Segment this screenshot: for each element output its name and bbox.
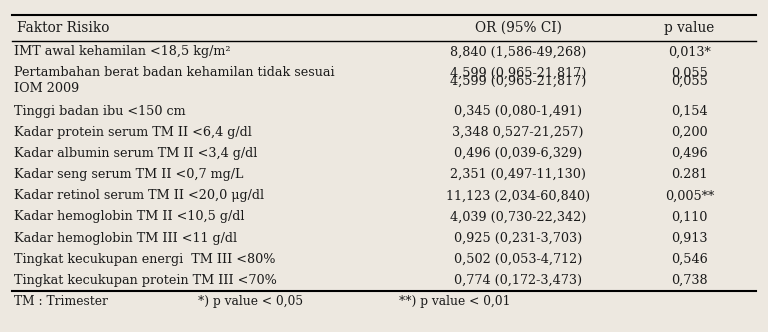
Text: IMT awal kehamilan <18,5 kg/m²: IMT awal kehamilan <18,5 kg/m²	[15, 45, 231, 58]
Text: 3,348 0,527-21,257): 3,348 0,527-21,257)	[452, 126, 584, 139]
Text: 0,913: 0,913	[671, 232, 707, 245]
Text: 0,546: 0,546	[671, 253, 708, 266]
Text: p value: p value	[664, 21, 714, 35]
Text: Tinggi badan ibu <150 cm: Tinggi badan ibu <150 cm	[15, 105, 186, 118]
Text: *) p value < 0,05: *) p value < 0,05	[197, 295, 303, 308]
Text: **) p value < 0,01: **) p value < 0,01	[399, 295, 510, 308]
Text: 0,774 (0,172-3,473): 0,774 (0,172-3,473)	[454, 274, 582, 287]
Text: 0,013*: 0,013*	[668, 45, 711, 58]
Text: Kadar hemoglobin TM III <11 g/dl: Kadar hemoglobin TM III <11 g/dl	[15, 232, 237, 245]
Text: 2,351 (0,497-11,130): 2,351 (0,497-11,130)	[450, 168, 586, 181]
Text: 8,840 (1,586-49,268): 8,840 (1,586-49,268)	[450, 45, 586, 58]
Text: 0,055: 0,055	[671, 66, 708, 79]
Text: 0,055: 0,055	[671, 75, 708, 88]
Text: 0,200: 0,200	[671, 126, 708, 139]
Text: Kadar retinol serum TM II <20,0 μg/dl: Kadar retinol serum TM II <20,0 μg/dl	[15, 189, 265, 202]
Text: 0,502 (0,053-4,712): 0,502 (0,053-4,712)	[454, 253, 582, 266]
Text: Kadar albumin serum TM II <3,4 g/dl: Kadar albumin serum TM II <3,4 g/dl	[15, 147, 258, 160]
Text: 0,738: 0,738	[671, 274, 708, 287]
Text: 0,925 (0,231-3,703): 0,925 (0,231-3,703)	[454, 232, 582, 245]
Text: IOM 2009: IOM 2009	[15, 82, 80, 95]
Text: 4,039 (0,730-22,342): 4,039 (0,730-22,342)	[450, 210, 586, 223]
Text: TM : Trimester: TM : Trimester	[15, 295, 108, 308]
Text: 0,110: 0,110	[671, 210, 707, 223]
Text: Tingkat kecukupan energi  TM III <80%: Tingkat kecukupan energi TM III <80%	[15, 253, 276, 266]
Text: 0,005**: 0,005**	[665, 189, 714, 202]
Text: Kadar seng serum TM II <0,7 mg/L: Kadar seng serum TM II <0,7 mg/L	[15, 168, 244, 181]
Text: 0,154: 0,154	[671, 105, 708, 118]
Text: 4,599 (0,965-21,817): 4,599 (0,965-21,817)	[450, 75, 586, 88]
Text: 0,496 (0,039-6,329): 0,496 (0,039-6,329)	[454, 147, 582, 160]
Text: 0,496: 0,496	[671, 147, 708, 160]
Text: Kadar hemoglobin TM II <10,5 g/dl: Kadar hemoglobin TM II <10,5 g/dl	[15, 210, 245, 223]
Text: Kadar protein serum TM II <6,4 g/dl: Kadar protein serum TM II <6,4 g/dl	[15, 126, 253, 139]
Text: 11,123 (2,034-60,840): 11,123 (2,034-60,840)	[446, 189, 590, 202]
Text: OR (95% CI): OR (95% CI)	[475, 21, 561, 35]
Text: Faktor Risiko: Faktor Risiko	[18, 21, 110, 35]
Text: Pertambahan berat badan kehamilan tidak sesuai: Pertambahan berat badan kehamilan tidak …	[15, 66, 335, 79]
Text: 0.281: 0.281	[671, 168, 707, 181]
Text: Tingkat kecukupan protein TM III <70%: Tingkat kecukupan protein TM III <70%	[15, 274, 277, 287]
Text: 0,345 (0,080-1,491): 0,345 (0,080-1,491)	[454, 105, 582, 118]
Text: 4,599 (0,965-21,817): 4,599 (0,965-21,817)	[450, 66, 586, 79]
